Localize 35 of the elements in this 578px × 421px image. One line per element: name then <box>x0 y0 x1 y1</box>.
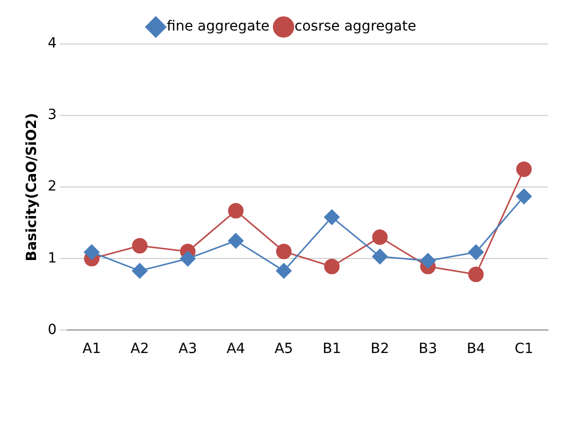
x-tick-label: B3 <box>418 341 438 358</box>
point <box>276 263 292 279</box>
y-tick-label: 4 <box>48 36 57 52</box>
x-tick-label: C1 <box>514 341 534 358</box>
point <box>324 258 340 274</box>
x-tick-label: A2 <box>130 341 149 358</box>
point <box>372 229 388 245</box>
point <box>516 188 532 204</box>
point <box>84 244 100 260</box>
y-tick-label: 0 <box>48 322 57 338</box>
point <box>132 263 148 279</box>
x-tick-label: B1 <box>322 341 342 358</box>
point <box>228 233 244 249</box>
x-tick-label: A5 <box>274 341 294 358</box>
point <box>468 266 484 282</box>
legend-label: cosrse aggregate <box>294 18 416 35</box>
legend-label: fine aggregate <box>166 18 270 35</box>
y-tick-label: 2 <box>48 178 57 195</box>
x-tick-label: A1 <box>82 341 101 358</box>
x-tick-label: A4 <box>226 341 246 358</box>
y-axis-title: Basicity(CaO/SiO2) <box>24 112 40 262</box>
y-tick-label: 1 <box>48 250 57 266</box>
point <box>180 250 196 266</box>
point <box>132 238 148 254</box>
x-tick-label: B2 <box>370 341 390 358</box>
point <box>468 244 484 260</box>
point <box>324 209 340 225</box>
y-tick-label: 3 <box>48 107 57 124</box>
point <box>516 161 532 177</box>
point <box>276 244 292 260</box>
point <box>228 202 244 218</box>
point <box>420 253 436 269</box>
x-tick-label: A3 <box>178 341 198 358</box>
x-tick-label: B4 <box>466 341 486 358</box>
point <box>372 248 388 264</box>
